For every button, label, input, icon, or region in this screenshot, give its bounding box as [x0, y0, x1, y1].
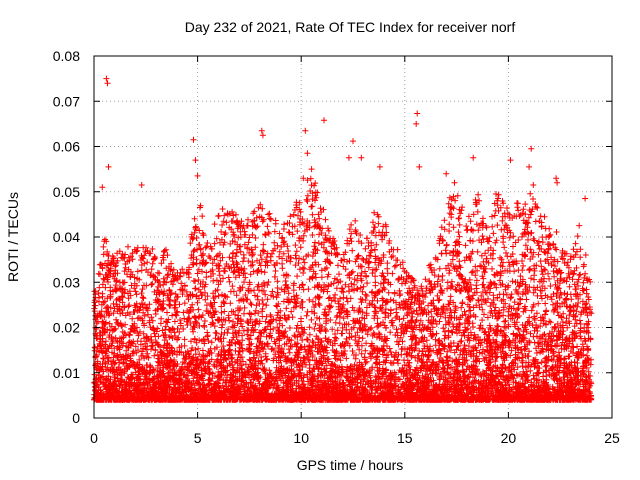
data-points-cloud — [91, 175, 595, 403]
data-points — [91, 75, 595, 403]
data-point-peak — [304, 150, 311, 157]
x-tick-label: 0 — [90, 430, 98, 446]
data-point-peak — [413, 120, 420, 127]
x-tick-label: 20 — [501, 430, 517, 446]
data-point-peak — [99, 184, 106, 191]
data-point-peak — [526, 163, 533, 170]
data-point-peak — [259, 132, 266, 139]
data-point-peak — [470, 154, 477, 161]
y-axis-label: ROTI / TECUs — [5, 192, 21, 282]
y-tick-label: 0.02 — [53, 320, 80, 336]
data-point-peak — [416, 163, 423, 170]
x-tick-label: 25 — [604, 430, 620, 446]
axis-ticks — [93, 55, 613, 419]
x-tick-labels: 0 5 10 15 20 25 — [90, 430, 620, 446]
data-point-peak — [451, 179, 458, 186]
data-point-peak — [300, 175, 307, 182]
data-point-peak — [358, 154, 365, 161]
x-axis-label: GPS time / hours — [297, 457, 404, 473]
data-point-peak — [103, 75, 110, 82]
data-point-peak — [554, 179, 561, 186]
y-tick-label: 0.08 — [53, 48, 80, 64]
data-point-peak — [528, 145, 535, 152]
data-point-peak — [414, 110, 421, 117]
y-tick-label: 0.01 — [53, 365, 80, 381]
y-tick-label: 0.07 — [53, 93, 80, 109]
data-point-peak — [507, 157, 514, 164]
data-point-peak — [104, 80, 111, 87]
data-point-peak — [190, 136, 197, 143]
x-tick-label: 10 — [293, 430, 309, 446]
y-tick-label: 0.06 — [53, 139, 80, 155]
y-tick-labels: 0 0.01 0.02 0.03 0.04 0.05 0.06 0.07 0.08 — [53, 48, 80, 426]
data-point-peak — [345, 154, 352, 161]
data-point-peak — [105, 163, 112, 170]
chart-title: Day 232 of 2021, Rate Of TEC Index for r… — [185, 19, 516, 35]
data-point-peak — [258, 127, 265, 134]
data-point-peak — [194, 172, 201, 179]
data-point-peak — [443, 170, 450, 177]
x-tick-label: 5 — [194, 430, 202, 446]
y-tick-label: 0.03 — [53, 274, 80, 290]
y-tick-label: 0.04 — [53, 229, 80, 245]
data-point-peak — [376, 163, 383, 170]
data-point-peak — [553, 175, 560, 182]
data-point-peak — [582, 195, 589, 202]
y-tick-label: 0 — [72, 410, 80, 426]
y-tick-label: 0.05 — [53, 184, 80, 200]
data-point-peak — [530, 182, 537, 188]
data-point-peak — [308, 166, 315, 173]
data-point-peak — [321, 117, 327, 124]
data-point-peak — [138, 182, 145, 188]
data-point-peak — [302, 127, 309, 134]
data-point-peak — [493, 191, 499, 197]
data-point-peak — [350, 138, 356, 145]
x-tick-label: 15 — [397, 430, 413, 446]
data-point-peak — [192, 157, 199, 164]
